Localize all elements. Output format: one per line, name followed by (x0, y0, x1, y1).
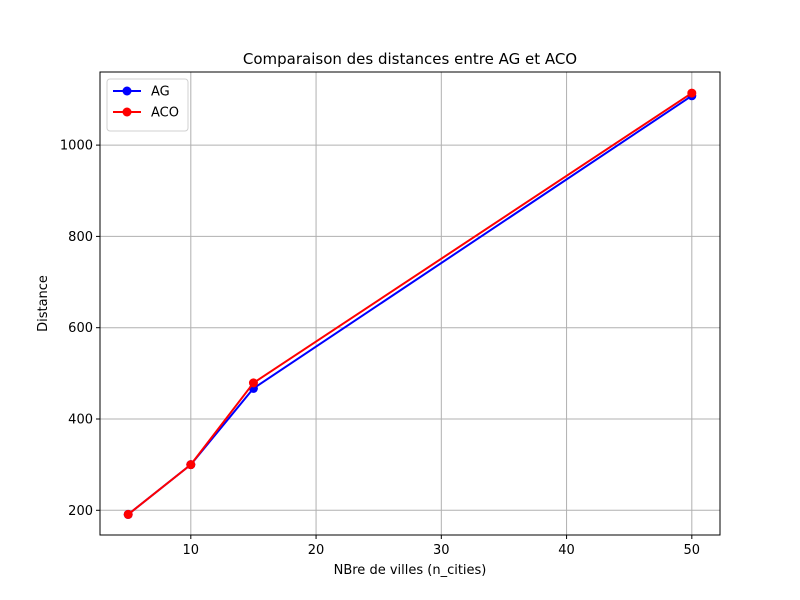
x-tick-label: 40 (558, 543, 575, 558)
y-axis-label: Distance (36, 275, 51, 332)
y-tick-label: 200 (68, 504, 93, 519)
series-line-aco (127, 92, 693, 516)
y-tick-label: 800 (68, 230, 93, 245)
x-tick-label: 50 (684, 543, 701, 558)
series-layer (123, 88, 697, 519)
x-axis-label: NBre de villes (n_cities) (334, 563, 487, 578)
x-tick-label: 20 (308, 543, 325, 558)
legend-label: AG (151, 85, 170, 100)
ticks: 10 20 30 40 50 200 400 600 800 1000 (60, 139, 700, 558)
legend-marker (122, 107, 132, 117)
series-aco (123, 88, 697, 519)
data-point-aco (123, 509, 133, 519)
legend: AG ACO (106, 78, 189, 132)
data-point-aco (248, 378, 258, 388)
x-tick-label: 10 (183, 543, 200, 558)
data-point-aco (186, 460, 196, 470)
y-tick-label: 400 (68, 412, 93, 427)
data-point-aco (687, 88, 697, 98)
legend-label: ACO (151, 106, 179, 121)
x-tick-label: 30 (433, 543, 450, 558)
legend-marker (122, 86, 132, 96)
chart-title: Comparaison des distances entre AG et AC… (243, 50, 577, 68)
y-tick-label: 600 (68, 321, 93, 336)
plot-frame (99, 71, 721, 536)
y-tick-label: 1000 (60, 139, 93, 154)
